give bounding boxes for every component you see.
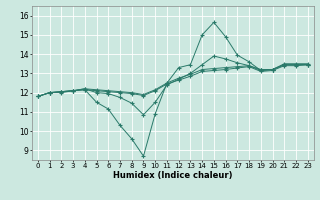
X-axis label: Humidex (Indice chaleur): Humidex (Indice chaleur) — [113, 171, 233, 180]
